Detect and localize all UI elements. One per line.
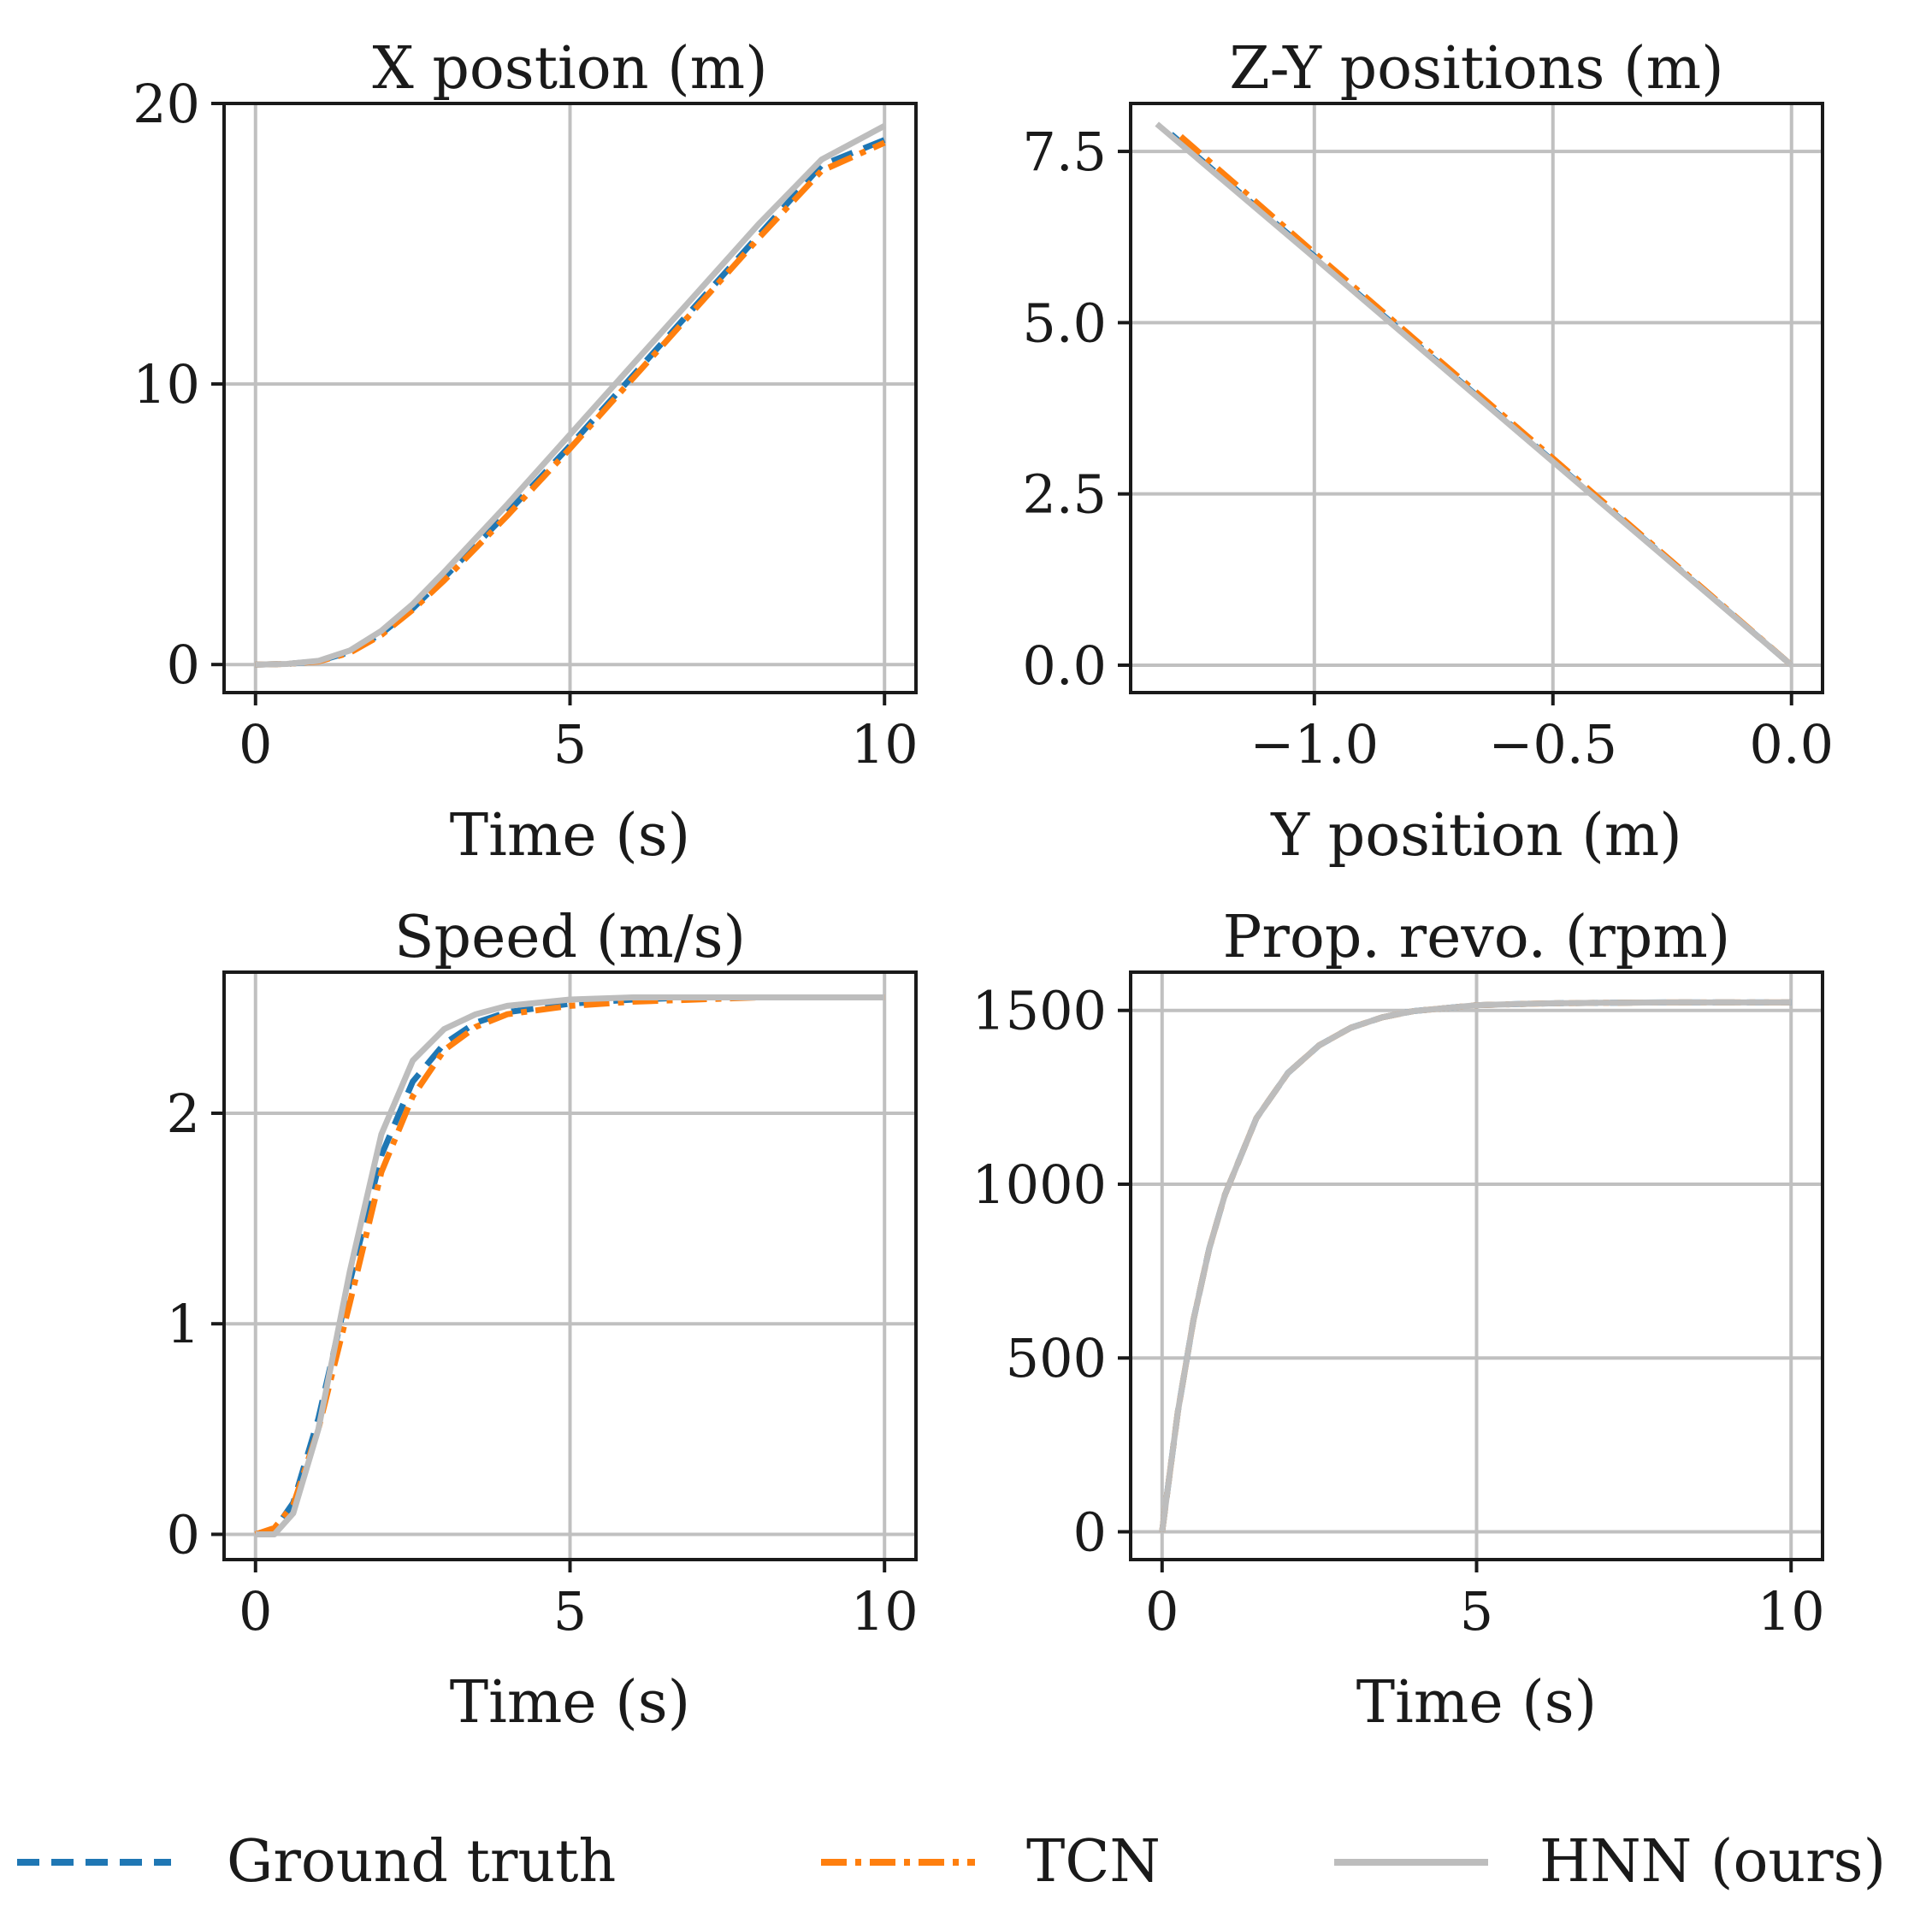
x-tick-label: −0.5	[1488, 713, 1617, 776]
x-tick-label: 0.0	[1749, 713, 1834, 776]
subplot-4: 0 5 10 0 500 1000 1500 Prop. revo. (rpm) Time (s…	[972, 904, 1824, 1737]
y-tick-label: 2.5	[1022, 463, 1107, 526]
series-line-ground-truth	[255, 994, 885, 1537]
x-tick-label: 5	[1460, 1580, 1493, 1643]
legend-item-ground-truth: Ground truth	[17, 1828, 616, 1896]
y-tick-label: 1	[167, 1293, 200, 1355]
subplot-title: X postion (m)	[372, 35, 767, 103]
y-tick-label: 0.0	[1022, 634, 1107, 697]
x-tick-label: 5	[553, 713, 587, 776]
y-tick-label: 2	[167, 1082, 200, 1145]
x-tick-label: 0	[239, 713, 272, 776]
y-tick-label: 0	[1073, 1501, 1107, 1563]
series-line-hnn	[255, 994, 885, 1537]
x-tick-label: 0	[1145, 1580, 1179, 1643]
y-tick-label: 1500	[972, 980, 1107, 1042]
y-tick-label: 500	[1006, 1327, 1107, 1389]
y-tick-label: 0	[167, 634, 200, 696]
y-tick-label: 20	[133, 73, 200, 135]
x-tick-label: 10	[851, 713, 919, 776]
x-tick-label: 10	[851, 1580, 919, 1643]
series-line-hnn	[255, 123, 886, 668]
y-tick-label: 1000	[972, 1153, 1107, 1216]
subplot-title: Z-Y positions (m)	[1229, 35, 1723, 103]
y-tick-label: 0	[167, 1503, 200, 1566]
x-tick-label: 0	[239, 1580, 272, 1643]
x-tick-label: 10	[1758, 1580, 1825, 1643]
series-line-hnn	[1159, 999, 1792, 1532]
legend-item-hnn: HNN (ours)	[1334, 1828, 1886, 1896]
subplot-title: Prop. revo. (rpm)	[1223, 904, 1731, 971]
legend-label: HNN (ours)	[1539, 1828, 1886, 1896]
legend-label: Ground truth	[227, 1828, 616, 1896]
series-line-hnn	[1155, 121, 1793, 668]
axes-frame	[1129, 102, 1824, 694]
x-axis-label: Y position (m)	[1270, 802, 1682, 870]
subplot-1: 0 5 10 0 10 20 X postion (m) Time (s)	[133, 35, 919, 870]
y-tick-label: 7.5	[1022, 121, 1107, 183]
x-axis-label: Time (s)	[450, 1669, 690, 1737]
legend-item-tcn: TCN	[821, 1828, 1161, 1896]
x-axis-label: Time (s)	[450, 802, 690, 870]
subplot-3: 0 5 10 0 1 2 Speed (m/s) Time (s)	[167, 904, 919, 1737]
x-tick-label: −1.0	[1250, 713, 1380, 776]
legend: Ground truth TCN HNN (ours)	[17, 1828, 1886, 1896]
legend-label: TCN	[1026, 1828, 1161, 1896]
y-tick-label: 5.0	[1022, 292, 1107, 354]
x-tick-label: 5	[553, 1580, 587, 1643]
x-axis-label: Time (s)	[1356, 1669, 1597, 1737]
subplot-2: −1.0 −0.5 0.0 0.0 2.5 5.0 7.5 Z-Y positions (m)…	[1022, 35, 1834, 870]
y-tick-label: 10	[133, 353, 200, 416]
subplot-title: Speed (m/s)	[394, 904, 746, 971]
